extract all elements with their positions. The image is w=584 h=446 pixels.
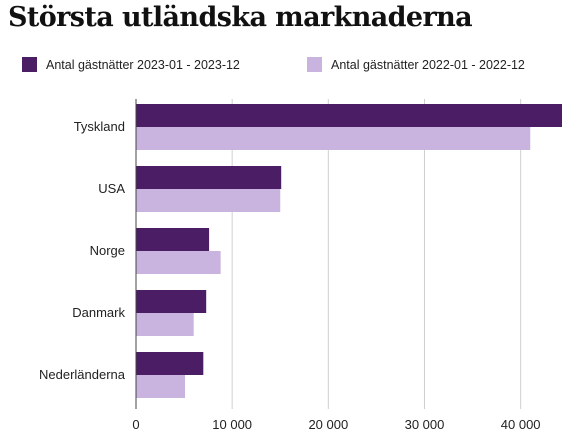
legend-label-2023: Antal gästnätter 2023-01 - 2023-12 <box>46 57 240 72</box>
chart-title: Största utländska marknaderna <box>8 2 473 33</box>
category-label-nederländerna: Nederländerna <box>39 367 126 382</box>
legend-swatch-2023 <box>22 57 37 72</box>
legend-swatch-2022 <box>307 57 322 72</box>
legend-item-2022: Antal gästnätter 2022-01 - 2022-12 <box>307 57 525 72</box>
bar-tyskland-2022 <box>136 127 531 150</box>
bar-tyskland-2023 <box>136 104 562 127</box>
legend-label-2022: Antal gästnätter 2022-01 - 2022-12 <box>331 57 525 72</box>
bar-norge-2023 <box>136 228 210 251</box>
x-tick-label-3: 30 000 <box>405 417 445 432</box>
bar-danmark-2023 <box>136 290 207 313</box>
legend-item-2023: Antal gästnätter 2023-01 - 2023-12 <box>22 57 240 72</box>
category-label-tyskland: Tyskland <box>74 119 125 134</box>
category-label-usa: USA <box>98 181 125 196</box>
x-tick-label-0: 0 <box>132 417 139 432</box>
x-tick-label-4: 40 000 <box>501 417 541 432</box>
bar-nederländerna-2022 <box>136 375 186 398</box>
category-label-danmark: Danmark <box>72 305 125 320</box>
category-label-norge: Norge <box>90 243 125 258</box>
bar-norge-2022 <box>136 251 221 274</box>
x-tick-label-1: 10 000 <box>212 417 252 432</box>
x-tick-label-2: 20 000 <box>308 417 348 432</box>
bar-usa-2023 <box>136 166 282 189</box>
bar-usa-2022 <box>136 189 281 212</box>
bar-nederländerna-2023 <box>136 352 204 375</box>
bar-danmark-2022 <box>136 313 194 336</box>
